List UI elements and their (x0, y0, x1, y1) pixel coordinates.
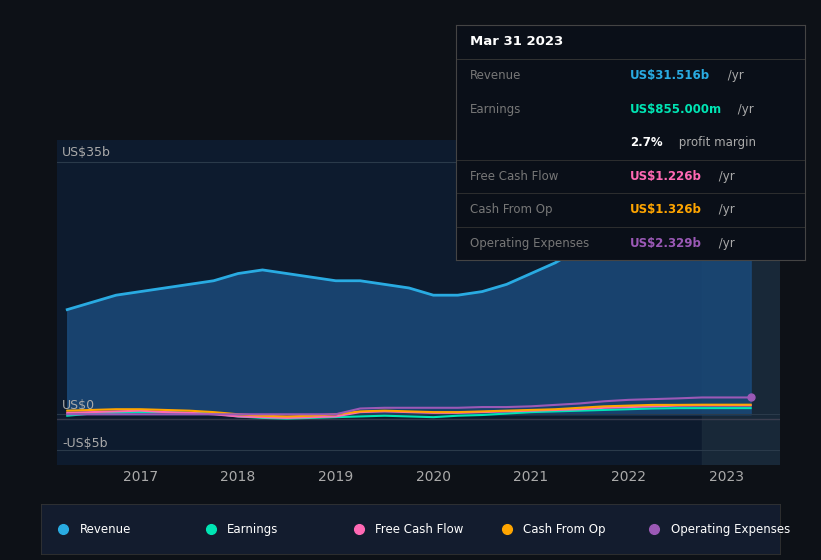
Text: Cash From Op: Cash From Op (523, 522, 605, 536)
Text: US$855.000m: US$855.000m (631, 102, 722, 116)
Text: Free Cash Flow: Free Cash Flow (375, 522, 463, 536)
Text: Cash From Op: Cash From Op (470, 203, 552, 217)
Text: Operating Expenses: Operating Expenses (671, 522, 790, 536)
Text: Earnings: Earnings (227, 522, 278, 536)
Text: Free Cash Flow: Free Cash Flow (470, 170, 558, 183)
Text: /yr: /yr (715, 203, 735, 217)
Text: /yr: /yr (724, 69, 744, 82)
Text: US$2.329b: US$2.329b (631, 237, 702, 250)
Text: 2.7%: 2.7% (631, 136, 663, 150)
Text: Mar 31 2023: Mar 31 2023 (470, 35, 563, 49)
Text: -US$5b: -US$5b (62, 437, 108, 450)
Text: Revenue: Revenue (80, 522, 131, 536)
Text: US$1.226b: US$1.226b (631, 170, 702, 183)
Text: Operating Expenses: Operating Expenses (470, 237, 589, 250)
Text: US$1.326b: US$1.326b (631, 203, 702, 217)
Text: /yr: /yr (715, 237, 735, 250)
Text: profit margin: profit margin (676, 136, 756, 150)
Text: /yr: /yr (715, 170, 735, 183)
Text: US$31.516b: US$31.516b (631, 69, 710, 82)
Text: Earnings: Earnings (470, 102, 521, 116)
Text: US$35b: US$35b (62, 147, 111, 160)
Text: US$0: US$0 (62, 399, 95, 412)
Bar (702, 140, 780, 465)
Text: Revenue: Revenue (470, 69, 521, 82)
Text: /yr: /yr (734, 102, 754, 116)
